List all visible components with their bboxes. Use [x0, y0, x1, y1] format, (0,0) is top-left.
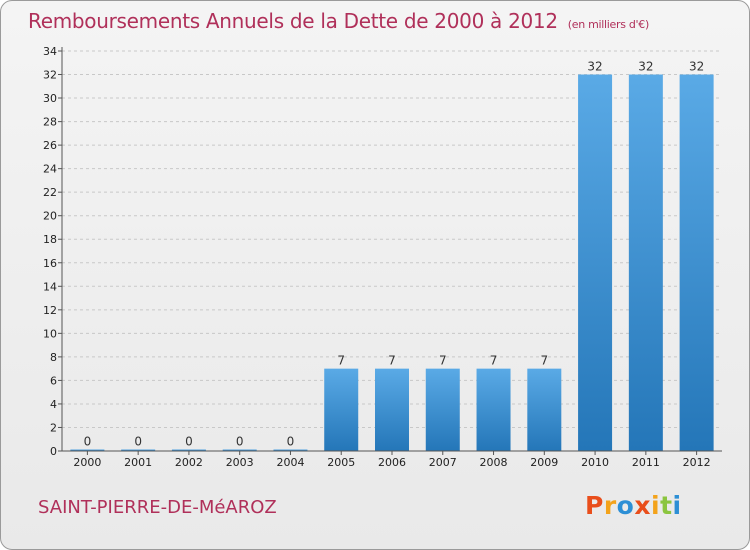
y-tick-label: 20	[43, 210, 57, 223]
value-labels: 0 0 0 0 0 7 7 7 7 7 32 32 32	[84, 60, 705, 449]
value-label-2002: 0	[185, 435, 193, 449]
chart-title: Remboursements Annuels de la Dette de 20…	[28, 9, 649, 33]
y-tick-label: 6	[50, 374, 57, 387]
value-label-2012: 32	[689, 60, 704, 74]
value-label-2005: 7	[337, 354, 345, 368]
proxiti-logo: Proxiti	[585, 491, 682, 520]
bar-2007	[425, 368, 460, 451]
bar-2002	[171, 449, 206, 451]
y-tick-label: 2	[50, 421, 57, 434]
bar-2011	[628, 74, 663, 451]
x-tick-label-2002: 2002	[175, 456, 203, 469]
logo-letter: o	[616, 491, 635, 520]
y-tick-label: 16	[43, 257, 57, 270]
bar-2006	[375, 368, 409, 451]
x-tick-label-2010: 2010	[581, 456, 609, 469]
y-tick-label: 32	[43, 69, 57, 82]
commune-name: SAINT-PIERRE-DE-MéAROZ	[38, 497, 277, 518]
bar-2005	[324, 368, 359, 451]
value-label-2010: 32	[587, 60, 602, 74]
y-tick-label: 8	[50, 351, 57, 364]
y-tick-label: 22	[43, 186, 57, 199]
value-label-2006: 7	[388, 354, 396, 368]
x-tick-label-2009: 2009	[530, 456, 558, 469]
value-label-2004: 0	[287, 435, 295, 449]
y-tick-label: 24	[43, 163, 57, 176]
bar-2000	[70, 449, 105, 451]
value-label-2007: 7	[439, 354, 447, 368]
chart-subtitle: (en milliers d'€)	[567, 18, 649, 31]
logo-letter: i	[672, 491, 682, 520]
value-label-2009: 7	[540, 354, 548, 368]
y-tick-label: 18	[43, 233, 57, 246]
x-tick-label-2012: 2012	[683, 456, 711, 469]
y-tick-label: 14	[43, 280, 57, 293]
y-tick-label: 34	[43, 45, 57, 58]
y-tick-label: 30	[43, 92, 57, 105]
value-label-2000: 0	[84, 435, 92, 449]
x-tick-label-2005: 2005	[327, 456, 355, 469]
y-tick-label: 12	[43, 304, 57, 317]
bars	[70, 74, 714, 451]
value-label-2011: 32	[638, 60, 653, 74]
value-label-2001: 0	[134, 435, 142, 449]
y-tick-label: 28	[43, 116, 57, 129]
x-tick-label-2003: 2003	[226, 456, 254, 469]
y-tick-label: 10	[43, 327, 57, 340]
x-tick-label-2004: 2004	[276, 456, 304, 469]
bar-2009	[527, 368, 562, 451]
x-tick-label-2011: 2011	[632, 456, 660, 469]
bar-2004	[273, 449, 308, 451]
bar-2008	[476, 368, 511, 451]
bar-2001	[121, 449, 156, 451]
x-tick-label-2008: 2008	[480, 456, 508, 469]
x-tick-label-2001: 2001	[124, 456, 152, 469]
logo-letter: t	[660, 491, 673, 520]
y-tick-label: 0	[50, 445, 57, 458]
value-label-2003: 0	[236, 435, 244, 449]
bar-2010	[578, 74, 613, 451]
x-tick-label-2000: 2000	[73, 456, 101, 469]
y-tick-label: 4	[50, 398, 57, 411]
y-tick-label: 26	[43, 139, 57, 152]
value-label-2008: 7	[490, 354, 498, 368]
logo-letter: i	[651, 491, 661, 520]
x-tick-label-2007: 2007	[429, 456, 457, 469]
logo-letter: x	[634, 491, 651, 520]
logo-letter: r	[603, 491, 617, 520]
x-tick-label-2006: 2006	[378, 456, 406, 469]
bar-2012	[679, 74, 714, 451]
bar-2003	[222, 449, 257, 451]
logo-letter: P	[585, 491, 604, 520]
